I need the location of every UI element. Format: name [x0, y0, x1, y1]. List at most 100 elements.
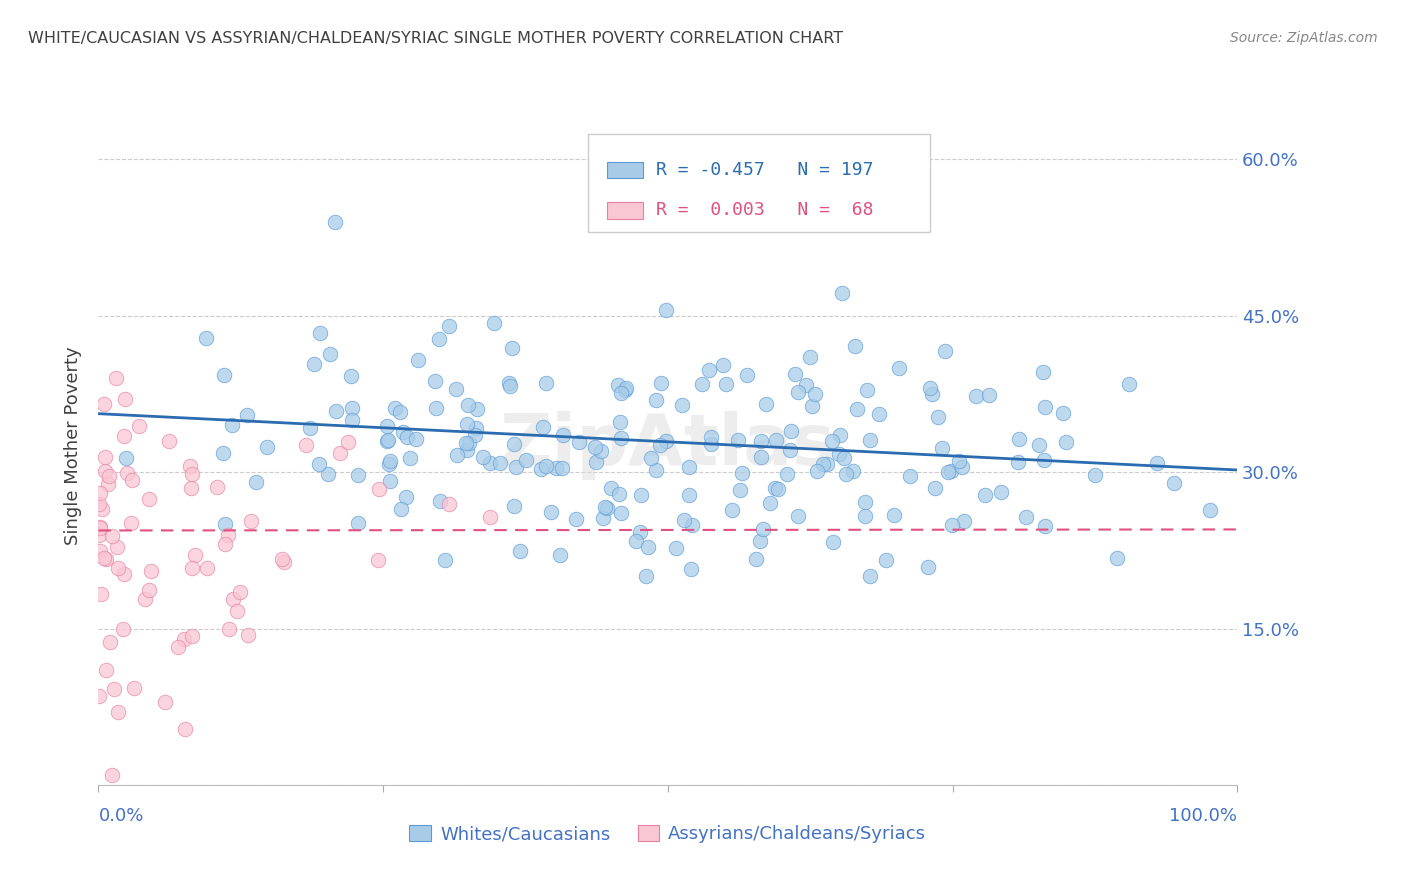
Point	[406, 353, 429, 368]
Point	[823, 534, 845, 549]
Point	[728, 483, 751, 498]
Point	[671, 398, 693, 412]
Point	[479, 510, 502, 524]
Point	[457, 398, 479, 412]
Point	[121, 473, 143, 487]
Point	[779, 442, 801, 457]
Point	[634, 569, 657, 583]
Point	[238, 628, 260, 642]
Point	[1032, 452, 1054, 467]
Point	[396, 430, 419, 444]
Point	[766, 482, 789, 496]
Point	[336, 434, 359, 449]
Point	[89, 519, 111, 533]
Point	[236, 408, 259, 422]
Point	[924, 481, 946, 495]
Point	[548, 548, 571, 562]
Point	[690, 377, 713, 392]
Point	[225, 604, 247, 618]
Point	[87, 497, 110, 511]
Point	[425, 401, 447, 416]
Point	[600, 481, 623, 495]
Point	[939, 464, 962, 478]
Point	[91, 502, 114, 516]
Point	[221, 417, 243, 432]
Point	[610, 507, 633, 521]
Point	[456, 417, 478, 431]
Point	[534, 458, 557, 473]
Point	[378, 454, 401, 468]
Point	[325, 404, 347, 418]
Point	[218, 622, 240, 636]
Point	[900, 468, 922, 483]
Point	[700, 437, 723, 451]
Point	[115, 466, 138, 480]
Point	[212, 368, 235, 382]
Point	[853, 495, 876, 509]
Point	[97, 476, 120, 491]
Point	[832, 450, 855, 465]
Point	[883, 508, 905, 523]
Point	[678, 488, 700, 502]
Point	[765, 433, 787, 447]
Point	[93, 397, 115, 411]
Point	[437, 497, 460, 511]
Point	[399, 450, 422, 465]
Point	[630, 488, 652, 502]
Point	[489, 456, 512, 470]
Point	[217, 527, 239, 541]
Point	[610, 431, 633, 445]
Point	[1118, 376, 1140, 391]
Point	[107, 705, 129, 719]
Point	[830, 427, 852, 442]
Point	[502, 499, 524, 513]
Point	[308, 326, 330, 341]
Point	[1163, 476, 1185, 491]
Point	[681, 517, 703, 532]
Point	[501, 342, 523, 356]
Point	[1084, 468, 1107, 483]
Point	[499, 379, 522, 393]
Point	[1032, 365, 1054, 379]
Point	[835, 467, 858, 481]
Point	[655, 434, 678, 448]
Point	[93, 550, 115, 565]
Text: R = -0.457   N = 197: R = -0.457 N = 197	[657, 161, 873, 179]
Point	[644, 463, 666, 477]
Point	[868, 407, 890, 421]
Point	[302, 357, 325, 371]
Point	[340, 413, 363, 427]
Point	[530, 461, 553, 475]
Point	[340, 369, 363, 384]
Point	[655, 302, 678, 317]
Point	[229, 584, 252, 599]
Point	[195, 331, 218, 345]
Point	[319, 347, 342, 361]
Point	[96, 663, 118, 677]
Point	[90, 587, 112, 601]
Point	[751, 434, 773, 448]
Point	[759, 496, 782, 510]
Point	[607, 487, 630, 501]
Point	[100, 767, 122, 781]
Point	[727, 434, 749, 448]
Point	[811, 458, 834, 472]
Point	[745, 552, 768, 566]
Point	[844, 339, 866, 353]
Y-axis label: Single Mother Poverty: Single Mother Poverty	[65, 347, 83, 545]
Point	[1007, 454, 1029, 468]
Point	[927, 410, 949, 425]
Point	[256, 441, 278, 455]
Point	[776, 467, 799, 482]
Point	[377, 457, 399, 471]
Point	[367, 553, 389, 567]
Point	[1008, 432, 1031, 446]
Point	[515, 453, 537, 467]
Point	[184, 548, 207, 562]
Point	[550, 460, 572, 475]
Point	[179, 459, 201, 474]
Point	[828, 448, 851, 462]
Point	[735, 368, 758, 382]
Point	[471, 450, 494, 464]
Point	[804, 386, 827, 401]
